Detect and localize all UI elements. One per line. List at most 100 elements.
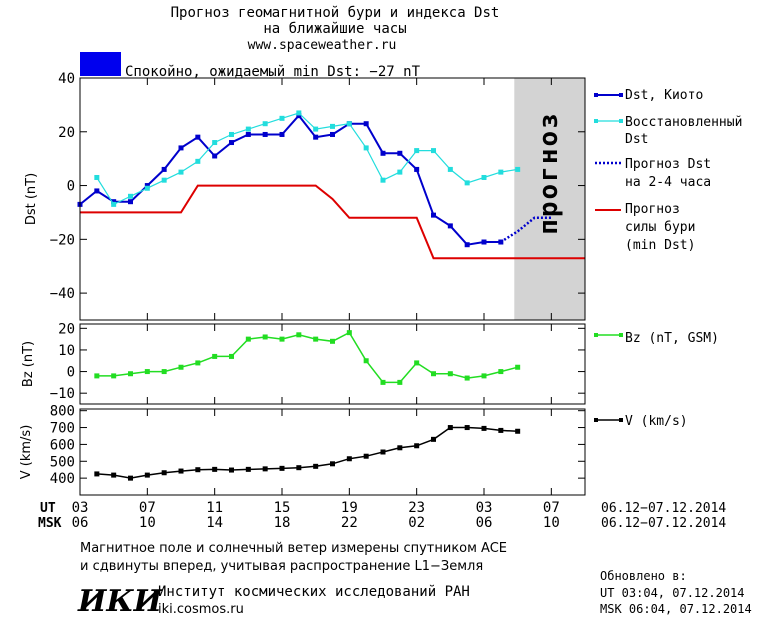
status-text: Спокойно, ожидаемый min Dst: −27 nT	[125, 64, 421, 80]
dst-series-point-0	[262, 131, 268, 137]
ut-tick-label: 03	[476, 500, 493, 516]
legend-bz-label: Bz (nT, GSM)	[625, 331, 719, 346]
v-series-point-0	[212, 466, 218, 472]
x-axis: UT MSK 03060710111415181922230203060710 …	[38, 500, 726, 531]
dst-series-point-1	[245, 126, 251, 132]
dst-series-point-0	[296, 113, 302, 119]
bz-series-point-0	[464, 375, 470, 381]
dst-series-point-0	[111, 199, 117, 205]
ut-tick-label: 07	[543, 500, 560, 516]
ut-tick-label: 07	[139, 500, 156, 516]
dst-series-point-0	[245, 131, 251, 137]
dst-series-point-1	[380, 177, 386, 183]
dst-y-tick-label: 20	[58, 125, 75, 141]
bz-y-tick-label: 10	[58, 343, 75, 359]
msk-row-label: MSK	[38, 516, 62, 531]
v-series-point-0	[397, 445, 403, 451]
v-y-tick-label: 600	[50, 437, 75, 453]
dst-series-point-0	[447, 223, 453, 229]
updated-label: Обновлено в:	[600, 569, 687, 583]
legend-restored-label-2: Dst	[625, 132, 648, 147]
msk-tick-label: 06	[476, 515, 493, 531]
ut-date-range: 06.12−07.12.2014	[601, 501, 726, 516]
msk-tick-label: 02	[408, 515, 425, 531]
status-color-box	[80, 52, 121, 76]
title-line-1: Прогноз геомагнитной бури и индекса Dst	[171, 5, 500, 21]
dst-series-point-0	[414, 166, 420, 172]
dst-series-point-0	[313, 134, 319, 140]
bz-series-point-0	[414, 360, 420, 366]
bz-series-point-0	[363, 358, 369, 364]
dst-series-point-1	[178, 169, 184, 175]
bz-series-point-0	[346, 330, 352, 336]
bz-series-point-0	[313, 336, 319, 342]
bz-series-point-0	[397, 379, 403, 385]
legend-v-marker	[594, 418, 598, 422]
iki-logo: ИКИ	[77, 584, 164, 619]
msk-tick-label: 18	[274, 515, 291, 531]
dst-series-point-1	[515, 166, 521, 172]
v-y-tick-label: 700	[50, 421, 75, 437]
bz-series-point-0	[380, 379, 386, 385]
legend-storm-label-2: силы бури	[625, 220, 695, 235]
dst-y-tick-label: −20	[50, 232, 75, 248]
dst-series-point-1	[195, 158, 201, 164]
ut-tick-label: 11	[206, 500, 223, 516]
dst-series-point-1	[313, 126, 319, 132]
v-series-point-0	[296, 465, 302, 471]
dst-series-point-0	[431, 212, 436, 218]
v-series-point-0	[111, 472, 117, 478]
v-series-point-0	[363, 453, 369, 459]
dst-series-line-1	[96, 112, 518, 206]
dst-series-point-0	[144, 183, 150, 189]
bz-series-point-0	[111, 373, 117, 379]
bz-series-point-0	[498, 369, 504, 375]
ace-note-line-2: и сдвинуты вперед, учитывая распростране…	[80, 559, 483, 574]
bz-y-tick-label: 0	[67, 365, 75, 381]
bz-series-point-0	[481, 373, 487, 379]
bz-y-tick-label: 20	[58, 321, 75, 337]
legend-dst-kyoto-marker-end	[619, 93, 623, 97]
dst-series-point-0	[330, 131, 335, 137]
bz-series-point-0	[515, 364, 521, 370]
dst-series-point-0	[380, 150, 386, 156]
legend-restored-marker-end	[619, 119, 623, 123]
dst-series-point-1	[296, 110, 302, 116]
v-y-tick-label: 500	[50, 454, 75, 470]
v-series-point-0	[447, 425, 453, 431]
msk-tick-label: 14	[206, 515, 223, 531]
dst-series-point-0	[212, 153, 218, 159]
v-series-point-0	[229, 467, 234, 473]
dst-series-point-0	[161, 166, 167, 172]
ut-tick-label: 15	[274, 500, 291, 516]
dst-series-point-1	[397, 169, 403, 175]
title-line-2: на ближайшие часы	[263, 21, 406, 37]
v-series-point-0	[414, 443, 420, 449]
v-series-point-0	[431, 436, 436, 442]
bz-series-point-0	[330, 338, 335, 344]
legend-v-label: V (km/s)	[625, 414, 688, 429]
legend-v-marker-end	[619, 418, 623, 422]
dst-y-tick-label: −40	[50, 286, 75, 302]
dst-series-line-0	[79, 114, 501, 246]
dst-series-point-0	[363, 121, 369, 127]
v-series-point-0	[481, 425, 487, 431]
legend-restored-label-1: Восстановленный	[625, 115, 742, 130]
v-series-point-0	[515, 428, 521, 434]
v-series-point-0	[128, 475, 133, 481]
bz-panel: −10 0 10 20 Bz (nT)	[21, 321, 586, 405]
dst-series-point-1	[346, 121, 352, 127]
v-series-point-0	[195, 467, 201, 473]
dst-series-point-0	[481, 239, 487, 245]
v-series-point-0	[380, 449, 386, 455]
dst-y-tick-label: 40	[58, 71, 75, 87]
bz-series-point-0	[245, 336, 251, 342]
dst-y-axis-label: Dst (nT)	[24, 173, 39, 225]
bz-series-point-0	[128, 371, 133, 377]
dst-series-point-1	[161, 177, 167, 183]
ut-row-label: UT	[40, 501, 56, 516]
dst-plot-frame	[79, 77, 586, 321]
updated-ut: UT 03:04, 07.12.2014	[600, 586, 745, 600]
forecast-zone-label: прогноз	[534, 111, 564, 235]
